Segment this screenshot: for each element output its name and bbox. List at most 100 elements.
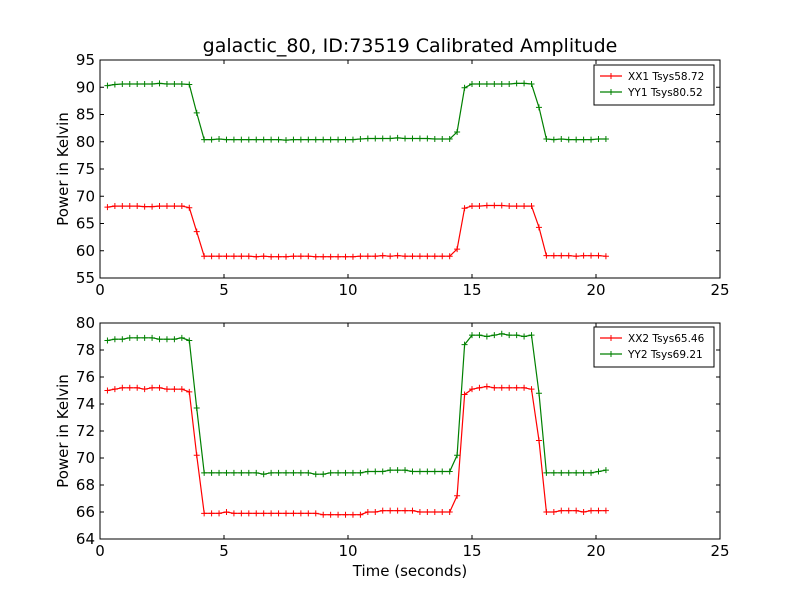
data-point [483,333,490,340]
data-point [193,452,200,459]
y-tick-label: 68 [76,476,95,494]
data-point [186,204,193,211]
data-point [521,384,528,391]
data-point [498,384,505,391]
data-point [469,80,475,87]
data-point [521,333,528,340]
data-point [535,390,542,397]
data-point [134,334,141,341]
data-point [364,135,371,142]
data-point [402,507,409,514]
data-point [111,203,118,210]
data-point [394,467,401,474]
y-tick-label: 75 [76,160,95,178]
data-point [320,253,327,260]
x-tick-label: 25 [710,542,729,560]
data-point [416,135,423,142]
legend-box [593,326,715,368]
data-point [312,471,319,478]
y-tick-label: 72 [76,422,95,440]
data-point [580,252,587,259]
data-point [349,469,356,476]
data-point [498,202,505,209]
data-point [216,253,223,260]
y-tick-label: 80 [76,314,95,332]
data-point [178,203,185,210]
data-point [223,253,230,260]
data-point [290,469,297,476]
data-point [320,471,327,478]
y-tick-label: 66 [76,503,95,521]
data-point [558,469,565,476]
data-point [349,511,356,518]
data-point [119,336,126,343]
data-point [171,203,178,210]
data-point [141,80,148,87]
data-point [357,136,364,143]
data-point [223,469,230,476]
data-point [364,253,371,260]
data-point [543,509,550,515]
data-point [535,104,542,111]
y-tick-label: 76 [76,368,95,386]
data-point [178,386,185,393]
data-point [260,510,267,517]
data-point [297,253,304,260]
data-point [275,469,282,476]
data-point [134,384,141,391]
data-point [283,137,289,144]
figure-title: galactic_80, ID:73519 Calibrated Amplitu… [203,35,618,57]
data-point [245,469,252,476]
data-point [178,334,185,341]
y-tick-label: 65 [76,215,95,233]
data-point [216,469,223,476]
data-point [134,80,141,87]
data-point [416,509,423,515]
data-point [297,136,304,143]
data-point [335,469,342,476]
legend-marker [608,73,614,79]
data-point [163,203,170,210]
data-point [565,469,572,476]
data-point [283,469,289,476]
data-point [550,509,557,515]
data-point [491,80,498,87]
data-point [268,253,275,260]
data-point [595,468,602,475]
data-point [469,386,475,393]
data-point [602,253,609,260]
data-point [208,469,215,476]
data-point [364,509,371,515]
data-point [193,109,200,116]
data-point [171,80,178,87]
data-point [327,469,334,476]
data-point [424,135,431,142]
data-point [543,469,550,476]
data-point [602,136,609,143]
data-point [476,80,483,87]
legend-box [593,64,715,106]
data-point [580,509,587,515]
data-point [528,386,535,393]
data-point [357,253,364,260]
data-point [595,136,602,143]
data-point [312,253,319,260]
data-point [424,253,431,260]
data-point [149,384,156,391]
data-point [193,405,200,412]
data-point [387,467,394,474]
data-point [156,336,163,343]
data-point [439,136,446,143]
x-tick-label: 0 [95,281,105,299]
data-point [528,80,535,87]
data-point [379,507,386,514]
data-point [208,253,215,260]
data-point [394,134,401,141]
y-tick-label: 78 [76,341,95,359]
data-point [416,468,423,475]
data-point [550,252,557,259]
data-point [260,136,267,143]
data-point [312,136,319,143]
data-point [201,253,208,260]
data-point [186,388,193,395]
